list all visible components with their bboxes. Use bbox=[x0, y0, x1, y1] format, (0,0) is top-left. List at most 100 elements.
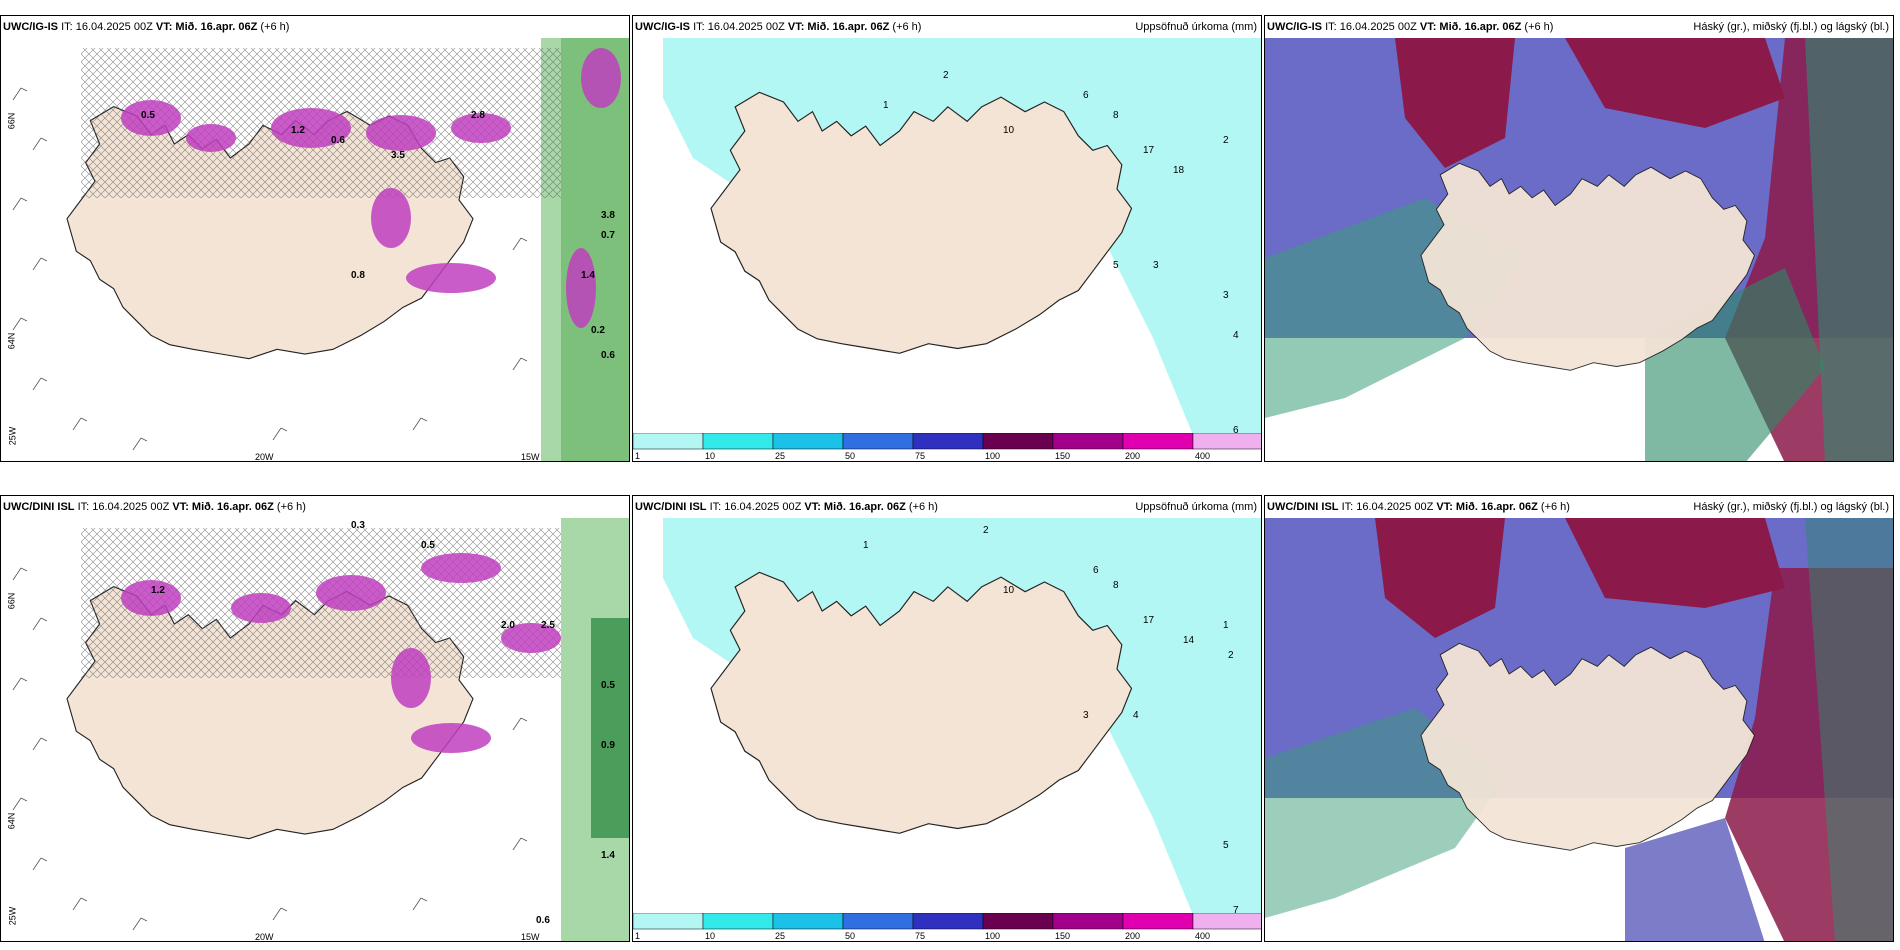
precip-label: 0.8 bbox=[351, 270, 365, 281]
lead-time: (+6 h) bbox=[1524, 21, 1554, 33]
accum-label: 1 bbox=[1223, 620, 1229, 631]
colorbar-tick: 200 bbox=[1125, 451, 1140, 461]
precip-label: 0.5 bbox=[141, 110, 155, 121]
precip-label: 0.9 bbox=[601, 740, 615, 751]
accum-precip-map: 2 1 6 8 10 17 14 1 2 5 7 3 4 bbox=[633, 518, 1261, 915]
valid-time: VT: Mið. 16.apr. 06Z bbox=[1436, 501, 1538, 513]
colorbar-tick: 100 bbox=[985, 931, 1000, 941]
init-time: IT: 16.04.2025 00Z bbox=[693, 21, 785, 33]
colorbar-tick: 25 bbox=[775, 451, 785, 461]
accum-label: 18 bbox=[1173, 165, 1185, 176]
accum-label: 6 bbox=[1083, 90, 1089, 101]
colorbar-swatch bbox=[772, 432, 844, 450]
accum-label: 5 bbox=[1113, 260, 1119, 271]
colorbar-swatch bbox=[982, 432, 1054, 450]
precip-colorbar: 1 10 25 50 75 100 150 200 400 bbox=[633, 912, 1261, 941]
precip-label: 0.6 bbox=[536, 915, 550, 926]
precip-label: 1.2 bbox=[151, 585, 165, 596]
colorbar-tick: 75 bbox=[915, 451, 925, 461]
accum-label: 3 bbox=[1083, 710, 1089, 721]
colorbar-tick: 75 bbox=[915, 931, 925, 941]
colorbar-tick: 200 bbox=[1125, 931, 1140, 941]
accum-label: 1 bbox=[863, 540, 869, 551]
colorbar-tick: 25 bbox=[775, 931, 785, 941]
precip-colorbar: 1 10 25 50 75 100 150 200 400 bbox=[633, 432, 1261, 461]
precip-wind-map: 0.3 0.5 1.2 2.0 2.5 0.9 0.5 0.6 1.4 bbox=[1, 518, 629, 941]
lon-label-25: 25W bbox=[7, 426, 18, 446]
panel-header: UWC/IG-IS IT: 16.04.2025 00Z VT: Mið. 16… bbox=[1265, 16, 1893, 38]
accum-label: 6 bbox=[1093, 565, 1099, 576]
colorbar-swatch bbox=[842, 912, 914, 930]
model-name: UWC/IG-IS bbox=[3, 21, 58, 33]
colorbar-tick: 50 bbox=[845, 931, 855, 941]
panel-top-right: UWC/IG-IS IT: 16.04.2025 00Z VT: Mið. 16… bbox=[1264, 15, 1894, 462]
colorbar-tick: 10 bbox=[705, 931, 715, 941]
colorbar-tick: 1 bbox=[635, 931, 640, 941]
precip-label: 0.2 bbox=[591, 325, 605, 336]
panel-top-left: UWC/IG-IS IT: 16.04.2025 00Z VT: Mið. 16… bbox=[0, 15, 630, 462]
colorbar-swatch bbox=[1052, 912, 1124, 930]
precip-label: 1.2 bbox=[291, 125, 305, 136]
valid-time: VT: Mið. 16.apr. 06Z bbox=[787, 21, 890, 33]
accum-label: 3 bbox=[1153, 260, 1159, 271]
colorbar-swatch bbox=[912, 432, 984, 450]
accum-label: 4 bbox=[1133, 710, 1139, 721]
precip-label: 0.6 bbox=[601, 350, 615, 361]
model-name: UWC/DINI ISL bbox=[1267, 501, 1339, 513]
panel-bottom-left: UWC/DINI ISL IT: 16.04.2025 00Z VT: Mið.… bbox=[0, 495, 630, 942]
colorbar-swatch bbox=[702, 432, 774, 450]
precip-label: 3.5 bbox=[391, 150, 405, 161]
init-time: IT: 16.04.2025 00Z bbox=[709, 501, 802, 513]
accum-label: 7 bbox=[1233, 905, 1239, 915]
accum-label: 2 bbox=[1228, 650, 1234, 661]
precip-label: 2.5 bbox=[541, 620, 555, 631]
field-title: Uppsöfnuð úrkoma (mm) bbox=[1135, 501, 1257, 513]
valid-time: VT: Mið. 16.apr. 06Z bbox=[804, 501, 906, 513]
colorbar-swatch bbox=[633, 912, 704, 930]
precip-label: 2.0 bbox=[501, 620, 515, 631]
lat-label-66: 66N bbox=[6, 112, 17, 130]
accum-label: 10 bbox=[1003, 125, 1015, 136]
lead-time: (+6 h) bbox=[276, 501, 306, 513]
accum-label: 17 bbox=[1143, 615, 1155, 626]
colorbar-tick: 400 bbox=[1195, 931, 1210, 941]
lon-label-15: 15W bbox=[521, 452, 540, 462]
field-title: Uppsöfnuð úrkoma (mm) bbox=[1135, 21, 1257, 33]
accum-label: 1 bbox=[883, 100, 889, 111]
colorbar-swatch bbox=[1122, 912, 1194, 930]
colorbar-svg: 1 10 25 50 75 100 150 200 400 bbox=[633, 432, 1261, 461]
accum-label: 17 bbox=[1143, 145, 1155, 156]
colorbar-swatch bbox=[912, 912, 984, 930]
accum-label: 3 bbox=[1223, 290, 1229, 301]
valid-time: VT: Mið. 16.apr. 06Z bbox=[1419, 21, 1522, 33]
panel-bottom-right: UWC/DINI ISL IT: 16.04.2025 00Z VT: Mið.… bbox=[1264, 495, 1894, 942]
colorbar-swatch bbox=[1122, 432, 1194, 450]
lon-label-15: 15W bbox=[521, 932, 540, 942]
precip-wind-map: 0.5 1.2 0.6 3.5 2.8 3.8 0.7 0.6 1.4 0.2 … bbox=[1, 38, 629, 461]
lat-label-64: 64N bbox=[6, 812, 17, 830]
precip-label: 0.5 bbox=[421, 540, 435, 551]
precip-label: 3.8 bbox=[601, 210, 615, 221]
lead-time: (+6 h) bbox=[908, 501, 938, 513]
model-name: UWC/IG-IS bbox=[1267, 21, 1322, 33]
init-time: IT: 16.04.2025 00Z bbox=[1341, 501, 1434, 513]
panel-top-middle: UWC/IG-IS IT: 16.04.2025 00Z VT: Mið. 16… bbox=[632, 15, 1262, 462]
colorbar-swatch bbox=[982, 912, 1054, 930]
colorbar-tick: 10 bbox=[705, 451, 715, 461]
colorbar-svg: 1 10 25 50 75 100 150 200 400 bbox=[633, 912, 1261, 941]
accum-label: 4 bbox=[1233, 330, 1239, 341]
model-name: UWC/DINI ISL bbox=[3, 501, 75, 513]
lon-label-25: 25W bbox=[7, 906, 18, 926]
field-title: Háský (gr.), miðský (fj.bl.) og lágský (… bbox=[1693, 21, 1889, 33]
colorbar-tick: 50 bbox=[845, 451, 855, 461]
colorbar-swatch bbox=[772, 912, 844, 930]
colorbar-tick: 150 bbox=[1055, 451, 1070, 461]
accum-label: 8 bbox=[1113, 580, 1119, 591]
colorbar-tick: 150 bbox=[1055, 931, 1070, 941]
lat-label-66: 66N bbox=[6, 592, 17, 610]
init-time: IT: 16.04.2025 00Z bbox=[61, 21, 153, 33]
colorbar-swatch bbox=[1192, 432, 1261, 450]
lon-label-20: 20W bbox=[255, 932, 274, 942]
valid-time: VT: Mið. 16.apr. 06Z bbox=[172, 501, 274, 513]
valid-time: VT: Mið. 16.apr. 06Z bbox=[155, 21, 258, 33]
